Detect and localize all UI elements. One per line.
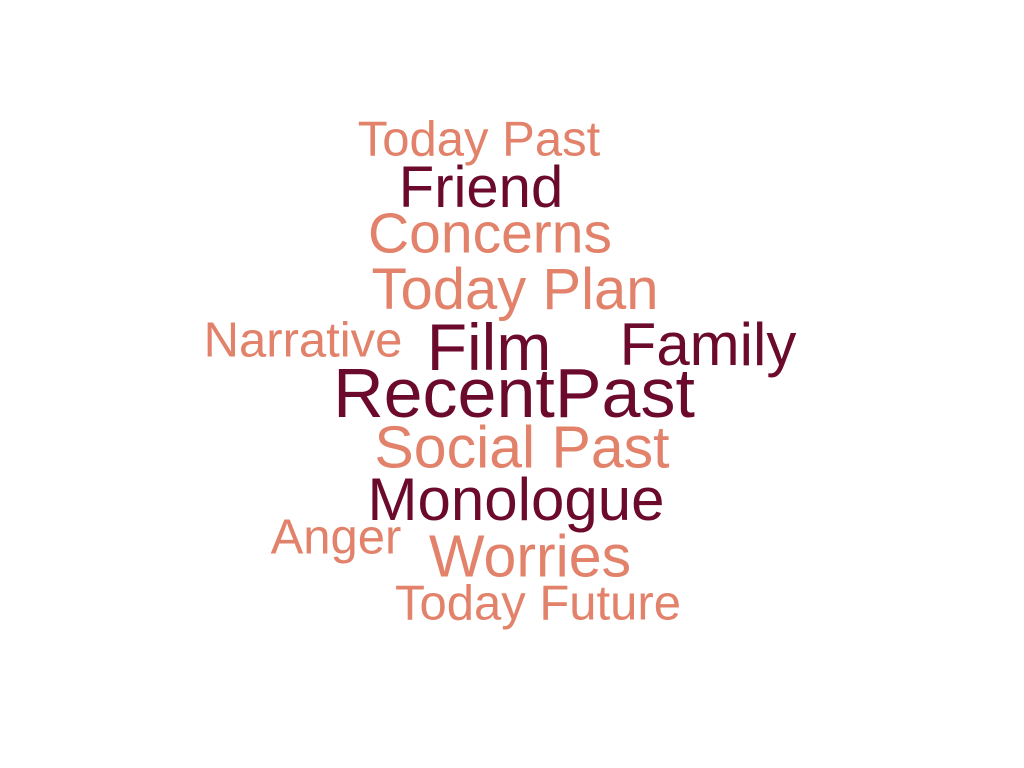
word-concerns: Concerns [368, 201, 612, 266]
word-monologue: Monologue [367, 466, 665, 533]
word-social-past: Social Past [374, 414, 670, 481]
word-anger: Anger [270, 510, 402, 565]
word-friend: Friend [398, 155, 564, 220]
word-family: Family [619, 311, 797, 378]
word-film: Film [426, 310, 552, 384]
word-today-plan: Today Plan [371, 257, 659, 322]
word-narrative: Narrative [203, 313, 403, 368]
word-today-past: Today Past [357, 112, 601, 167]
word-worries: Worries [428, 523, 632, 590]
word-today-future: Today Future [395, 576, 681, 631]
word-recentpast: RecentPast [333, 354, 695, 432]
